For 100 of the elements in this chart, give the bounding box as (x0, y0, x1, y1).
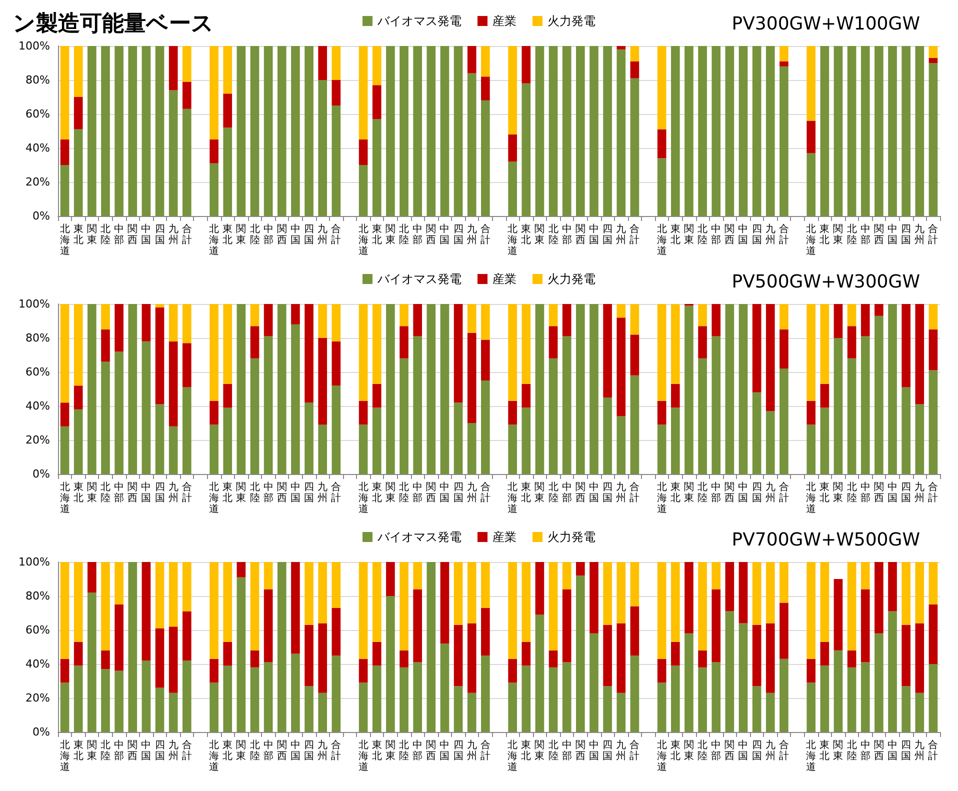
bar (806, 153, 816, 216)
x-tick-label: 中部 (412, 739, 423, 762)
bar (847, 358, 856, 474)
x-tick-label: 中部 (860, 223, 870, 246)
bar (576, 46, 585, 216)
x-tick-label: 四国 (453, 482, 464, 504)
bar (155, 404, 164, 474)
bar (603, 398, 612, 474)
x-tick-label: 北海道 (209, 481, 220, 515)
x-tick-label: 中国 (888, 223, 898, 246)
x-tick-label: 中国 (888, 481, 898, 504)
bar (128, 304, 138, 474)
x-tick-label: 中国 (440, 481, 450, 504)
bar (684, 306, 694, 474)
bar (576, 304, 585, 474)
x-tick-label: 北海道 (60, 739, 70, 773)
x-tick-label: 関西 (426, 740, 436, 762)
bar (88, 562, 96, 593)
x-tick-label: 四国 (453, 224, 464, 246)
bar (454, 46, 463, 216)
y-tick-label: 80% (26, 74, 50, 86)
bar (88, 592, 96, 732)
x-tick-label: 関西 (575, 224, 586, 246)
x-tick-label: 中部 (263, 739, 274, 762)
bar (291, 324, 300, 474)
bar (752, 624, 762, 686)
x-tick-label: 北海道 (508, 739, 518, 773)
x-tick-label: 東北 (372, 223, 382, 246)
x-tick-label: 九州 (616, 481, 626, 504)
bar (332, 562, 341, 608)
bar (834, 650, 843, 732)
bar (780, 66, 788, 216)
x-tick-label: 東北 (670, 739, 680, 762)
bar (522, 304, 531, 384)
x-tick-label: 関東 (534, 482, 545, 504)
bar (481, 608, 490, 656)
bar (860, 589, 870, 662)
bar (630, 656, 640, 732)
x-tick-label: 九州 (318, 223, 328, 246)
x-tick-label: 中部 (711, 223, 722, 246)
x-tick-label: 関東 (385, 482, 396, 504)
bar (670, 384, 680, 408)
x-tick-label: 九州 (466, 481, 477, 504)
bar (236, 562, 246, 578)
x-tick-label: 関東 (86, 224, 97, 246)
bar (630, 61, 640, 78)
bar (806, 400, 816, 425)
bar (847, 46, 856, 216)
bar (522, 46, 531, 84)
bar (522, 408, 531, 474)
bar (752, 686, 762, 732)
bar (223, 562, 232, 642)
x-tick-label: 北海道 (656, 739, 667, 773)
x-tick-label: 東北 (521, 223, 532, 246)
bar (820, 304, 830, 384)
bar (847, 304, 856, 326)
x-tick-label: 東北 (521, 739, 532, 762)
bar (548, 358, 558, 474)
y-tick-label: 60% (26, 108, 50, 120)
bar (210, 424, 218, 474)
bar (454, 686, 463, 732)
x-tick-label: 関東 (833, 482, 844, 504)
x-tick-label: 関東 (833, 224, 844, 246)
bar (915, 304, 924, 404)
bar (142, 304, 151, 342)
x-tick-label: 北海道 (209, 739, 220, 773)
x-tick-label: 北陸 (846, 739, 857, 762)
bar (386, 304, 395, 474)
bar (264, 336, 273, 474)
x-tick-label: 中部 (562, 223, 572, 246)
bar (630, 375, 640, 474)
bar (766, 623, 775, 693)
bar (616, 46, 626, 50)
bar (834, 579, 843, 650)
x-tick-label: 九州 (318, 481, 328, 504)
bar (780, 46, 788, 62)
chart-subtitle: PV300GW+W100GW (732, 14, 920, 34)
bar (698, 358, 707, 474)
x-tick-label: 関東 (534, 740, 545, 762)
bar (548, 304, 558, 326)
x-tick-label: 四国 (154, 482, 165, 504)
x-tick-label: 中国 (141, 481, 152, 504)
y-tick-label: 0% (32, 210, 50, 222)
x-tick-label: 北海道 (508, 223, 518, 257)
bar (440, 46, 450, 216)
y-tick-label: 40% (26, 142, 50, 154)
bar (820, 642, 830, 666)
bar (358, 140, 368, 165)
bar (616, 49, 626, 216)
bar (210, 562, 218, 659)
bar (60, 562, 70, 659)
x-tick-label: 東北 (820, 223, 830, 246)
bar (155, 307, 164, 404)
x-tick-label: 四国 (602, 224, 613, 246)
legend-label: 火力発電 (548, 272, 596, 286)
bar (101, 562, 110, 650)
x-tick-label: 四国 (304, 740, 314, 762)
bar (223, 128, 232, 216)
x-tick-label: 関東 (86, 482, 97, 504)
y-tick-label: 60% (26, 366, 50, 378)
